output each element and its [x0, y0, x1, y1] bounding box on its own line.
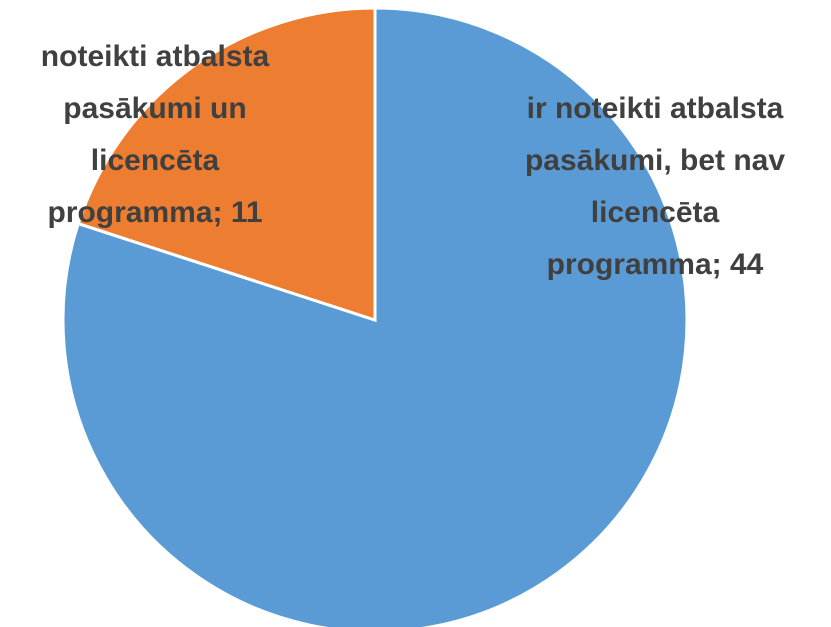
pie-slice	[76, 6, 377, 323]
data-label: licencēta	[91, 144, 220, 177]
data-label: ir noteikti atbalsta	[527, 92, 784, 125]
data-label: pasākumi, bet nav	[525, 144, 785, 177]
data-label: noteikti atbalsta	[41, 40, 270, 73]
pie-slice	[61, 6, 689, 627]
data-label: licencēta	[591, 196, 720, 229]
data-label: pasākumi un	[63, 92, 246, 125]
data-label: programma; 11	[47, 196, 262, 229]
data-label: programma; 44	[547, 248, 764, 281]
